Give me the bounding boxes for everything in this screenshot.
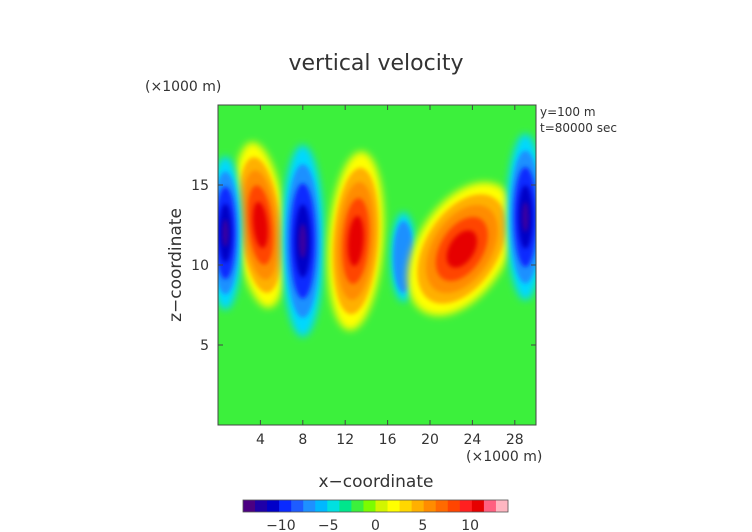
colorbar-swatch <box>327 500 340 512</box>
colorbar-swatch <box>495 500 509 512</box>
velocity-field <box>218 133 536 337</box>
updraft-cell <box>233 142 288 308</box>
y-unit-label: (×1000 m) <box>145 79 221 95</box>
colorbar-tick-label: 5 <box>418 518 427 532</box>
colorbar-swatch <box>267 500 280 512</box>
plot-area <box>218 105 536 425</box>
x-tick-label: 12 <box>336 432 354 448</box>
annotation-y: y=100 m <box>540 105 596 119</box>
y-tick-label: 10 <box>191 258 209 274</box>
colorbar-frame <box>242 499 509 513</box>
downdraft-cell <box>281 145 324 337</box>
colorbar-swatch <box>375 500 389 512</box>
colorbar-swatch <box>411 500 425 512</box>
x-tick-label: 28 <box>506 432 524 448</box>
updraft-contour <box>252 201 268 249</box>
colorbar-swatch <box>447 500 461 512</box>
colorbar-swatch <box>339 500 352 512</box>
colorbar-swatch <box>279 500 292 512</box>
x-axis-label: x−coordinate <box>319 472 434 492</box>
colorbar-swatch <box>351 500 364 512</box>
x-tick-label: 16 <box>379 432 397 448</box>
chart-title: vertical velocity <box>288 51 463 76</box>
updraft-cell <box>327 151 384 331</box>
downdraft-cell <box>218 156 243 310</box>
colorbar-swatch <box>363 500 376 512</box>
colorbar: −10 −5 0 5 10 <box>242 499 509 532</box>
y-tick-label: 5 <box>200 338 209 354</box>
y-tick-label: 15 <box>191 178 209 194</box>
x-tick-label: 4 <box>256 432 265 448</box>
x-tick-label: 8 <box>298 432 307 448</box>
colorbar-swatch <box>291 500 304 512</box>
annotation-t: t=80000 sec <box>540 121 617 135</box>
downdraft-contour <box>298 223 307 259</box>
updraft-cell <box>407 182 517 316</box>
x-axis: 4 8 12 16 20 24 28 <box>256 105 524 448</box>
colorbar-swatch <box>459 500 473 512</box>
colorbar-swatch <box>303 500 316 512</box>
updraft-contour <box>347 215 364 267</box>
colorbar-tick-label: 0 <box>371 518 380 532</box>
colorbar-swatch <box>399 500 413 512</box>
x-unit-label: (×1000 m) <box>466 449 542 465</box>
colorbar-swatch <box>387 500 401 512</box>
colorbar-swatch <box>435 500 449 512</box>
colorbar-swatch <box>315 500 328 512</box>
colorbar-swatch <box>471 500 485 512</box>
updraft-contour <box>446 230 477 268</box>
colorbar-tick-label: −10 <box>266 518 296 532</box>
x-tick-label: 20 <box>421 432 439 448</box>
downdraft-contour <box>521 202 529 232</box>
y-axis-label: z−coordinate <box>166 208 186 322</box>
x-tick-label: 24 <box>463 432 481 448</box>
colorbar-tick-label: −5 <box>318 518 339 532</box>
colorbar-swatch <box>483 500 497 512</box>
colorbar-swatch <box>243 500 256 512</box>
colorbar-tick-label: 10 <box>461 518 479 532</box>
y-axis: 5 10 15 <box>191 178 536 354</box>
downdraft-cell <box>506 133 536 301</box>
colorbar-swatch <box>423 500 437 512</box>
downdraft-contour <box>222 219 229 247</box>
colorbar-swatch <box>255 500 268 512</box>
